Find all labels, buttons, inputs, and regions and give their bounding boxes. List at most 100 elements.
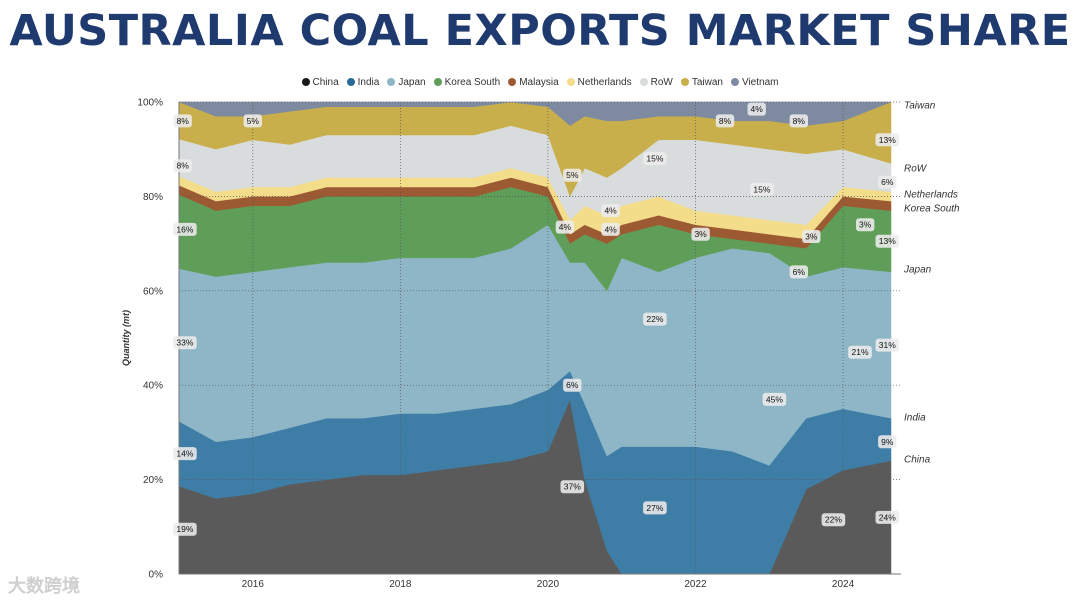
legend-label: Korea South (444, 77, 501, 88)
data-label: 3% (805, 232, 818, 242)
data-label-box (821, 513, 846, 527)
data-label: 21% (851, 347, 868, 357)
y-tick-label: 80% (143, 192, 163, 203)
data-label-box (750, 182, 774, 196)
y-tick-label: 60% (143, 286, 163, 297)
data-label-box (789, 265, 808, 279)
data-label-box (856, 218, 875, 232)
legend-item-row: RoW (639, 77, 673, 88)
data-label-box (173, 222, 197, 236)
data-label-box (715, 114, 735, 128)
legend-item-malaysia: Malaysia (508, 77, 559, 88)
legend-swatch (566, 78, 575, 86)
data-label: 15% (646, 154, 663, 164)
data-label: 19% (176, 524, 193, 534)
data-label-box (173, 336, 197, 350)
legend-item-netherlands: Netherlands (566, 77, 632, 88)
legend-swatch (433, 78, 442, 86)
data-label-box (875, 234, 900, 248)
series-end-label: Korea South (904, 204, 960, 215)
data-label: 4% (604, 224, 617, 234)
data-label: 14% (176, 449, 193, 459)
data-label-box (643, 312, 667, 326)
data-label-box (878, 435, 897, 449)
legend-swatch (730, 78, 739, 86)
legend-swatch (680, 78, 689, 86)
data-label-box (878, 175, 897, 189)
data-label: 8% (177, 161, 190, 171)
data-label-box (643, 501, 667, 515)
y-tick-label: 100% (137, 98, 163, 109)
data-label-box (691, 227, 710, 241)
data-label: 33% (176, 338, 193, 348)
legend-swatch (508, 78, 517, 86)
legend-item-china: China (301, 77, 339, 88)
data-label-box (747, 102, 766, 116)
legend-swatch (346, 78, 355, 86)
data-label-box (560, 480, 585, 494)
data-label: 24% (879, 512, 896, 522)
legend-label: Malaysia (519, 77, 559, 88)
data-label: 6% (881, 177, 894, 187)
series-end-label: Taiwan (904, 101, 936, 112)
data-label-box (563, 168, 582, 182)
data-label: 6% (566, 380, 579, 390)
legend-label: RoW (650, 77, 673, 88)
data-label: 13% (879, 135, 896, 145)
data-label-box (173, 159, 192, 173)
data-label-box (601, 222, 620, 236)
legend-label: Netherlands (577, 77, 632, 88)
legend-item-korea-south: Korea South (433, 77, 501, 88)
data-label: 4% (751, 104, 764, 114)
data-label-box (173, 114, 192, 128)
data-label: 27% (646, 503, 663, 513)
data-label-box (802, 230, 821, 243)
data-label: 13% (879, 236, 896, 246)
data-label: 8% (793, 116, 806, 126)
data-label: 3% (859, 220, 872, 230)
data-label: 5% (566, 170, 579, 180)
y-tick-label: 40% (143, 381, 163, 392)
legend-item-japan: Japan (387, 77, 426, 88)
data-label: 8% (719, 116, 732, 126)
data-label-box (173, 522, 197, 536)
data-label: 5% (247, 116, 260, 126)
series-end-label: India (904, 413, 926, 424)
x-tick-label: 2020 (537, 579, 560, 590)
data-label: 22% (825, 515, 842, 525)
data-label-box (601, 204, 620, 218)
y-tick-label: 20% (143, 475, 163, 486)
legend-item-india: India (346, 77, 380, 88)
data-label: 3% (694, 229, 707, 239)
data-label: 4% (604, 206, 617, 216)
chart-title: AUSTRALIA COAL EXPORTS MARKET SHARE (9, 6, 1071, 56)
x-tick-label: 2018 (389, 579, 412, 590)
y-tick-label: 0% (149, 570, 164, 581)
legend-item-vietnam: Vietnam (730, 77, 779, 88)
legend-swatch (639, 78, 648, 86)
legend-label: China (312, 77, 339, 88)
legend-swatch (387, 78, 396, 86)
data-label-box (555, 220, 575, 234)
legend-label: Vietnam (741, 77, 779, 88)
legend-label: India (357, 77, 380, 88)
data-label: 37% (564, 482, 581, 492)
series-end-label: RoW (904, 164, 928, 175)
legend-swatch (301, 78, 310, 86)
data-label-box (563, 378, 582, 392)
series-end-label: China (904, 455, 931, 466)
series-end-label: Netherlands (904, 190, 958, 201)
data-label-box (875, 338, 900, 352)
data-label: 4% (559, 222, 572, 232)
series-end-label: Japan (903, 265, 932, 276)
data-label-box (875, 133, 900, 147)
data-label-box (875, 510, 900, 524)
data-label-box (243, 114, 262, 128)
legend-label: Japan (398, 77, 426, 88)
data-label-box (789, 114, 808, 128)
data-label: 45% (766, 394, 783, 404)
data-label-box (848, 345, 872, 359)
chart-legend: China India Japan Korea South Malaysia Nether… (0, 77, 1080, 88)
data-label: 31% (879, 340, 896, 350)
